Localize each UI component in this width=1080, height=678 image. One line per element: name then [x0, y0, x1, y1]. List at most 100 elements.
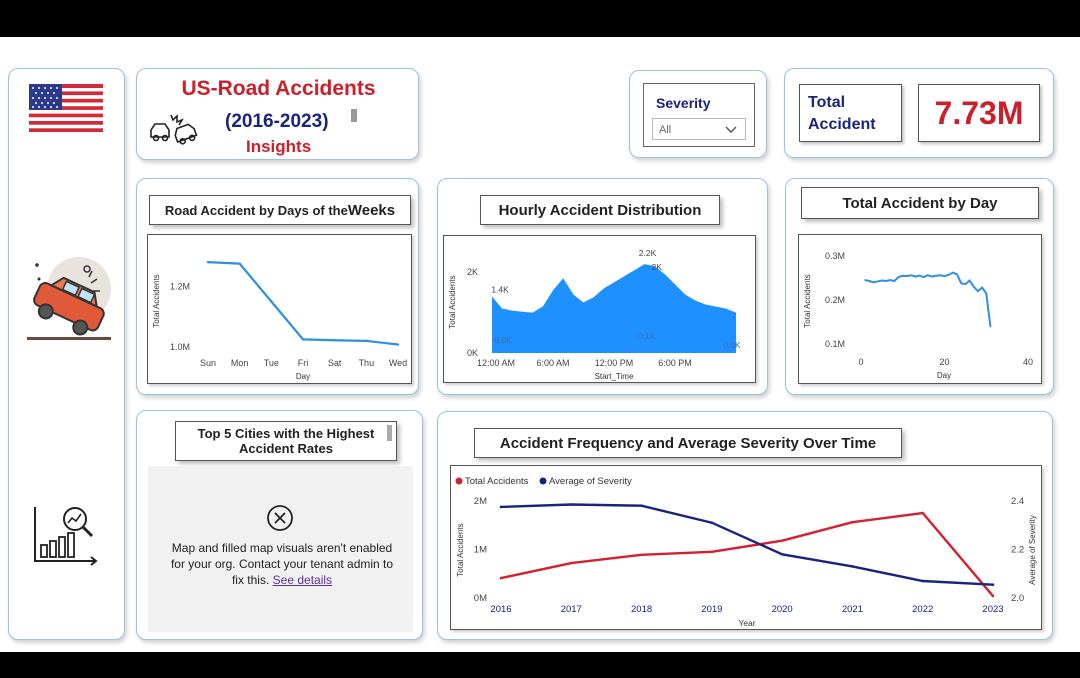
data-point [906, 275, 908, 278]
series-line-average-severity [500, 503, 994, 586]
data-label: 2.2K [639, 248, 657, 258]
data-point [968, 279, 971, 282]
x-tick-label: 2017 [561, 604, 582, 615]
days-of-week-chart: Total Accidents 1.2M 1.0M Sun Mon Tue Fri Sat Th… [152, 260, 407, 381]
y-tick-label: 1.0M [170, 342, 190, 352]
data-point [901, 274, 904, 277]
data-point [876, 280, 879, 283]
total-accident-card: Total Accident 7.73M [784, 68, 1054, 158]
data-point [947, 273, 950, 276]
area-series [492, 264, 736, 353]
data-point [910, 274, 912, 277]
kpi-value: 7.73M [934, 94, 1024, 131]
data-point [206, 260, 210, 264]
severity-dropdown[interactable]: All [652, 118, 746, 140]
dashboard-years: (2016-2023) [225, 111, 329, 132]
severity-filter-card: Severity All [629, 70, 767, 158]
x-tick-label: 2019 [701, 604, 722, 615]
x-tick-label: Sun [200, 358, 216, 368]
y-axis-label-right: Average of Severity [1028, 515, 1037, 585]
data-point [333, 339, 336, 342]
data-point [991, 583, 995, 586]
x-tick-label: 2016 [490, 604, 511, 615]
data-point [499, 576, 503, 580]
hourly-card: Hourly Accident Distribution Total Accid… [437, 178, 768, 395]
x-tick-label: Sat [328, 358, 342, 368]
data-point [914, 275, 917, 278]
data-point [951, 271, 954, 274]
y-tick-label: 1M [474, 544, 487, 555]
severity-dropdown-value: All [659, 124, 672, 136]
x-axis-label: Year [738, 618, 755, 628]
analytics-chart-icon [34, 507, 98, 566]
data-point [921, 579, 925, 583]
data-point [270, 300, 273, 303]
data-point [569, 503, 573, 506]
data-point [499, 505, 503, 509]
data-point [977, 290, 979, 293]
x-tick-label: Fri [298, 358, 309, 368]
dashboard-title: US-Road Accidents [181, 77, 376, 100]
y-axis-label: Total Accidents [456, 523, 465, 576]
y-tick-label: 2K [467, 267, 478, 277]
y-axis-label: Total Accidents [152, 274, 161, 327]
header-card: US-Road Accidents (2016-2023) Insights [136, 68, 419, 160]
y-tick-label: 0K [467, 348, 478, 358]
x-tick-label: 12:00 PM [595, 358, 634, 368]
x-axis-label: Start_Time [595, 372, 634, 381]
data-point [991, 594, 995, 598]
legend-label: Average of Severity [549, 476, 632, 487]
data-point [931, 275, 933, 278]
y-tick-label: 0.1M [825, 339, 845, 349]
title-marker [351, 109, 357, 122]
data-point [939, 274, 942, 277]
data-point [943, 275, 946, 278]
data-point [972, 285, 975, 288]
data-point [880, 279, 883, 282]
map-disabled-message: Map and filled map visuals aren't enable… [170, 541, 394, 587]
x-tick-label: Tue [264, 358, 279, 368]
data-point [868, 280, 871, 282]
y-tick-label-right: 2.4 [1011, 496, 1024, 507]
data-point [926, 274, 929, 277]
data-point [780, 552, 784, 556]
hourly-plot: Total Accidents 2K 0K 12:00 AM 6:00 AM 12:00 … [443, 235, 756, 383]
crashed-car-icon [27, 257, 111, 340]
x-axis-label: Day [937, 371, 951, 380]
data-point [935, 274, 938, 277]
frequency-card: Accident Frequency and Average Severity … [437, 411, 1053, 640]
by-day-chart: Total Accidents 0.3M 0.2M 0.1M 0 20 40 Day [803, 251, 1033, 380]
data-point [922, 276, 925, 278]
y-tick-label: 1.2M [170, 281, 190, 291]
x-tick-label: 40 [1023, 357, 1033, 367]
data-point [921, 511, 925, 515]
data-point [238, 262, 241, 265]
series-line [207, 261, 399, 346]
data-label: 2K [651, 262, 662, 272]
data-point [960, 282, 963, 285]
frequency-chart: Total Accidents Average of Severity Total … [455, 476, 1037, 628]
x-tick-label: 6:00 PM [658, 358, 692, 368]
days-of-week-plot: Total Accidents 1.2M 1.0M Sun Mon Tue Fri Sat Th… [147, 234, 412, 384]
by-day-card: Total Accident by Day Total Accidents 0.3… [785, 178, 1054, 395]
frequency-title: Accident Frequency and Average Severity … [474, 428, 902, 458]
series-line-total-accidents [500, 511, 994, 597]
x-tick-label: Thu [359, 358, 375, 368]
x-tick-label: 2022 [912, 604, 933, 615]
x-tick-label: 2020 [772, 604, 793, 615]
see-details-link[interactable]: See details [272, 573, 333, 587]
y-tick-label: 0M [474, 593, 487, 604]
x-tick-label: Wed [389, 358, 407, 368]
car-crash-icon [150, 114, 198, 145]
data-point [851, 520, 854, 524]
frequency-plot: Total Accidents Average of Severity Total … [450, 465, 1042, 630]
x-tick-label: 2023 [982, 604, 1003, 615]
data-point [981, 286, 983, 289]
y-tick-label: 2M [474, 496, 487, 507]
x-tick-label: 0 [858, 357, 863, 367]
by-day-title: Total Accident by Day [801, 187, 1039, 219]
x-tick-label: 20 [939, 357, 949, 367]
data-label: 1.4K [491, 284, 509, 294]
data-point [893, 280, 896, 282]
dashboard-subtitle: Insights [246, 137, 312, 156]
